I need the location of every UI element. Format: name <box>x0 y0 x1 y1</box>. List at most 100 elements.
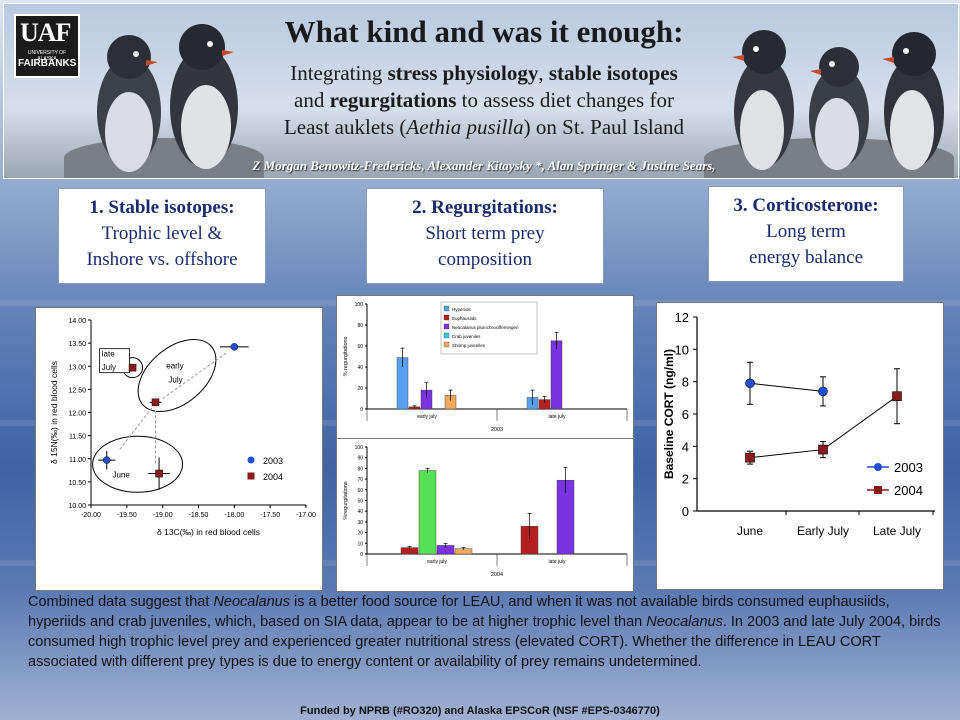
authors: Z Morgan Benowitz-Fredericks, Alexander … <box>252 158 716 173</box>
section-box-regurgitations: 2. Regurgitations: Short term prey compo… <box>366 188 604 284</box>
y-tick-label: 40 <box>357 509 363 515</box>
y-tick-label: 20 <box>357 386 363 392</box>
y-tick-label: 11.00 <box>69 457 86 464</box>
y-tick-label: 40 <box>357 365 363 371</box>
poster-header: UAF UNIVERSITY OF ALASKA FAIRBANKS What … <box>3 3 959 179</box>
summary-text: Combined data suggest that Neocalanus is… <box>28 594 941 670</box>
uaf-logo: UAF UNIVERSITY OF ALASKA FAIRBANKS <box>14 14 80 78</box>
y-tick-label: 10 <box>675 342 689 357</box>
data-point-2003 <box>230 343 239 351</box>
bar <box>550 340 563 410</box>
x-tick-label: -17.50 <box>260 512 280 519</box>
y-tick-label: 11.50 <box>69 434 86 441</box>
section-heading: 1. Stable isotopes: <box>89 197 235 218</box>
isotope-scatter-panel: 10.00 10.50 11.00 11.50 12.00 12.50 13.00 13.50… <box>35 307 323 591</box>
section-line: energy balance <box>748 247 864 268</box>
section-line: Short term prey <box>425 223 545 244</box>
logo-university: UNIVERSITY OF ALASKA <box>27 50 67 62</box>
year-label: 2004 <box>491 572 503 578</box>
y-tick-label: 0 <box>682 504 689 519</box>
legend-swatch <box>443 314 450 321</box>
y-axis-label: δ 15N(‰) in red blood cells <box>49 361 59 464</box>
section-heading: 3. Corticosterone: <box>733 195 879 216</box>
y-tick-label: 8 <box>682 375 689 390</box>
legend-label-2003: 2003 <box>263 456 283 466</box>
y-tick-label: 10 <box>357 541 363 547</box>
y-tick-label: 50 <box>357 499 363 505</box>
cluster-ellipse-june <box>92 435 184 493</box>
legend-swatch <box>443 323 450 330</box>
y-tick-label: 14.00 <box>68 318 86 325</box>
data-point-2003 <box>745 378 755 389</box>
subtitle-line-1: Integrating stress physiology, stable is… <box>290 61 678 85</box>
category-label: early july <box>427 559 447 565</box>
section-line: Long term <box>766 221 846 242</box>
y-tick-label: 90 <box>357 456 363 462</box>
y-tick-label: 6 <box>682 407 689 422</box>
y-tick-label: 13.50 <box>68 341 86 348</box>
data-point-2004 <box>151 398 160 407</box>
rock-left <box>64 138 264 178</box>
y-tick-label: 30 <box>357 520 363 526</box>
legend-swatch <box>443 332 450 339</box>
legend-marker-2003 <box>874 463 882 471</box>
legend-box <box>440 301 538 355</box>
cluster-ellipse-july <box>137 338 217 413</box>
data-point-2004 <box>892 391 902 402</box>
section-box-corticosterone: 3. Corticosterone: Long term energy bala… <box>708 186 904 282</box>
section-line: Inshore vs. offshore <box>86 249 238 270</box>
legend-marker-2004 <box>247 472 255 480</box>
regurg-2003-chart: 0 20 40 60 80 100 % regurgitations early july la… <box>343 301 628 433</box>
x-tick-label: -18.00 <box>224 512 244 519</box>
y-tick-label: 80 <box>357 466 363 472</box>
category-label: late july <box>549 559 566 565</box>
category-label: early july <box>417 414 437 420</box>
auklet-birds-right <box>732 30 944 170</box>
y-tick-label: 60 <box>357 344 363 350</box>
legend-label: Neocalanus plumchrus/flemingeri <box>452 325 519 330</box>
y-tick-label: 100 <box>355 445 364 451</box>
y-tick-label: 70 <box>357 477 363 483</box>
x-tick-label: -17.00 <box>296 512 316 519</box>
isotope-scatter-chart: 10.00 10.50 11.00 11.50 12.00 12.50 13.00 13.50… <box>49 318 316 537</box>
section-heading: 2. Regurgitations: <box>412 197 558 218</box>
x-tick-label: Early July <box>797 524 849 538</box>
category-label: late july <box>549 414 566 420</box>
funding-note: Funded by NPRB (#RO320) and Alaska EPSCo… <box>300 705 660 717</box>
section-line: Trophic level & <box>101 223 223 244</box>
y-axis-label: Baseline CORT (ng/ml) <box>662 349 676 479</box>
data-point-2003 <box>103 456 111 464</box>
section-box-stable-isotopes: 1. Stable isotopes: Trophic level & Insh… <box>58 188 266 284</box>
cort-panel: 0 2 4 6 8 10 12 June Early July Late July Baseline… <box>656 302 944 590</box>
legend-marker-2003 <box>247 456 255 464</box>
y-axis-label: %regurgitations <box>343 481 349 519</box>
legend-label-2003: 2003 <box>894 460 923 475</box>
annotation-early-july: July <box>168 375 182 384</box>
data-point-2004 <box>745 452 755 463</box>
y-tick-label: 2 <box>682 472 689 487</box>
legend-label-2004: 2004 <box>894 483 923 498</box>
y-tick-label: 10.50 <box>68 480 86 487</box>
annotation-early-july: early <box>166 362 183 371</box>
x-tick-label: Late July <box>873 524 921 538</box>
y-tick-label: 60 <box>357 488 363 494</box>
y-tick-label: 20 <box>357 531 363 537</box>
x-tick-label: -19.50 <box>117 512 137 519</box>
section-line: composition <box>438 249 532 270</box>
annotation-box <box>99 348 130 374</box>
logo-text: UAF <box>20 18 71 47</box>
legend-marker-2004 <box>874 486 882 494</box>
regurg-2004-chart: 0 10 20 30 40 50 60 70 80 90 100 %regurgitations ear… <box>343 445 628 578</box>
y-tick-label: 10.00 <box>68 503 86 510</box>
legend-label: Euphausiids <box>452 316 477 321</box>
y-tick-label: 0 <box>360 407 363 413</box>
annotation-june: June <box>113 470 131 479</box>
auklet-birds-left <box>97 24 238 172</box>
trend-arrow <box>119 407 153 450</box>
regurg-2003-panel: 0 20 40 60 80 100 % regurgitations early july la… <box>336 295 634 439</box>
y-tick-label: 12.50 <box>68 387 86 394</box>
y-tick-label: 4 <box>682 439 689 454</box>
y-axis-label: % regurgitations <box>343 336 349 376</box>
data-point-2004 <box>128 363 137 372</box>
subtitle-line-2: and regurgitations to assess diet change… <box>294 88 674 112</box>
